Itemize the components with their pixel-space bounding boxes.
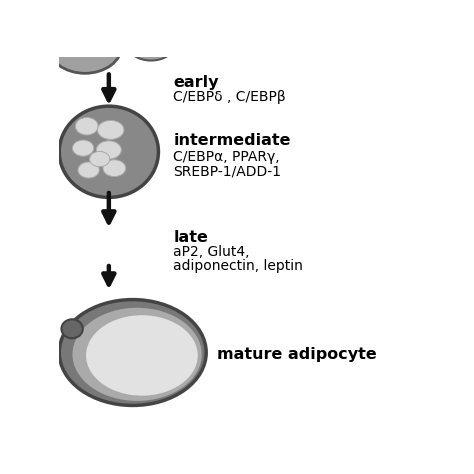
Ellipse shape xyxy=(90,151,110,167)
Text: SREBP-1/ADD-1: SREBP-1/ADD-1 xyxy=(173,165,281,179)
Text: C/EBPα, PPARγ,: C/EBPα, PPARγ, xyxy=(173,150,280,164)
Ellipse shape xyxy=(59,106,158,197)
Ellipse shape xyxy=(78,162,99,178)
Text: aP2, Glut4,: aP2, Glut4, xyxy=(173,245,250,259)
Ellipse shape xyxy=(86,315,198,396)
Ellipse shape xyxy=(48,18,122,73)
Text: early: early xyxy=(173,75,219,90)
Ellipse shape xyxy=(59,300,206,405)
Ellipse shape xyxy=(103,160,126,177)
Text: late: late xyxy=(173,230,208,245)
Text: intermediate: intermediate xyxy=(173,133,291,148)
Ellipse shape xyxy=(96,141,121,159)
Ellipse shape xyxy=(73,140,94,156)
Text: C/EBPδ , C/EBPβ: C/EBPδ , C/EBPβ xyxy=(173,90,286,104)
Text: mature adipocyte: mature adipocyte xyxy=(217,347,377,362)
Text: adiponectin, leptin: adiponectin, leptin xyxy=(173,259,303,273)
Ellipse shape xyxy=(75,118,98,135)
Ellipse shape xyxy=(73,308,202,401)
Ellipse shape xyxy=(62,319,83,338)
Ellipse shape xyxy=(98,120,124,139)
Ellipse shape xyxy=(127,27,175,61)
